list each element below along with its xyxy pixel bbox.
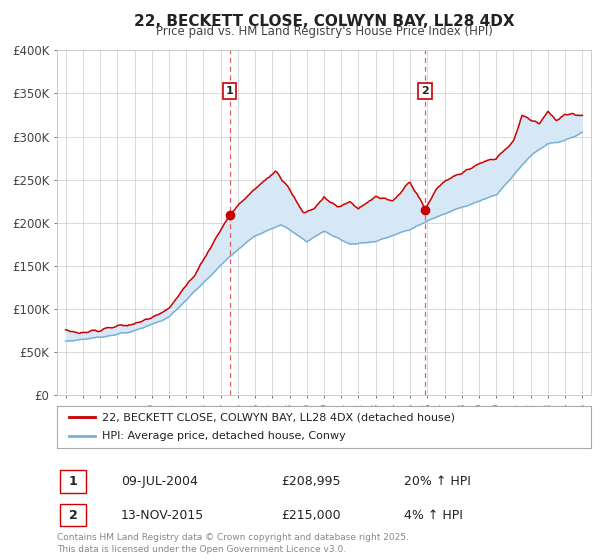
Text: 1: 1: [226, 86, 233, 96]
Text: 2: 2: [421, 86, 429, 96]
Text: 2: 2: [68, 508, 77, 522]
Text: Price paid vs. HM Land Registry's House Price Index (HPI): Price paid vs. HM Land Registry's House …: [155, 25, 493, 38]
Text: 22, BECKETT CLOSE, COLWYN BAY, LL28 4DX (detached house): 22, BECKETT CLOSE, COLWYN BAY, LL28 4DX …: [103, 412, 455, 422]
Text: £208,995: £208,995: [281, 475, 341, 488]
Text: 20% ↑ HPI: 20% ↑ HPI: [404, 475, 471, 488]
Text: 13-NOV-2015: 13-NOV-2015: [121, 508, 205, 522]
Text: 22, BECKETT CLOSE, COLWYN BAY, LL28 4DX: 22, BECKETT CLOSE, COLWYN BAY, LL28 4DX: [134, 14, 514, 29]
Text: 4% ↑ HPI: 4% ↑ HPI: [404, 508, 463, 522]
Text: 09-JUL-2004: 09-JUL-2004: [121, 475, 198, 488]
Text: 1: 1: [68, 475, 77, 488]
FancyBboxPatch shape: [59, 504, 86, 526]
Text: HPI: Average price, detached house, Conwy: HPI: Average price, detached house, Conw…: [103, 431, 346, 441]
FancyBboxPatch shape: [59, 470, 86, 493]
Text: £215,000: £215,000: [281, 508, 341, 522]
Text: Contains HM Land Registry data © Crown copyright and database right 2025.
This d: Contains HM Land Registry data © Crown c…: [57, 533, 409, 554]
